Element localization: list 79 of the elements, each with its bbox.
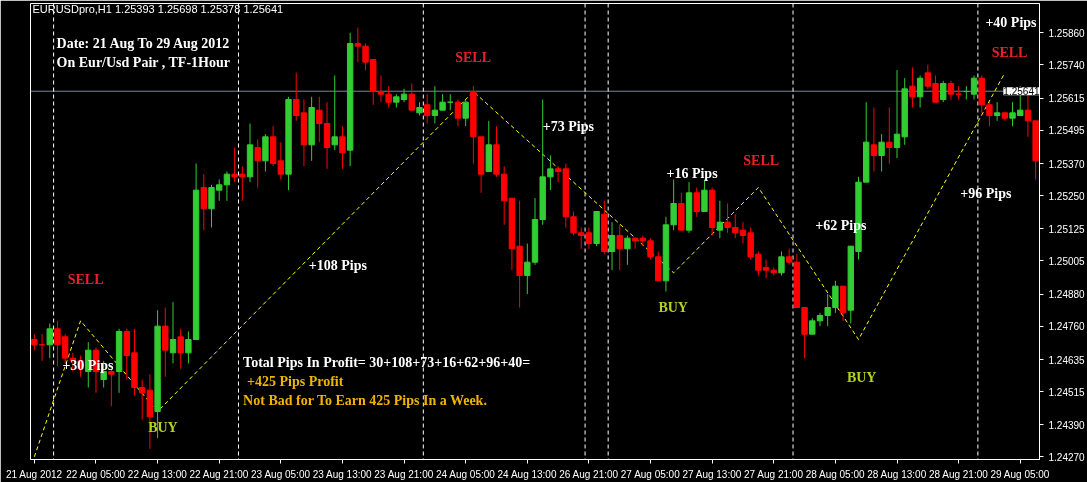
candlestick [624,235,631,266]
x-tick-label: 28 Aug 05:00 [805,468,866,480]
annotation: SELL [67,272,104,288]
y-tick-label: 1.24760 [1048,321,1086,333]
y-tick-label: 1.25740 [1048,59,1086,71]
candlestick [878,133,885,172]
candlestick [46,323,53,359]
candlestick [916,75,924,108]
x-tick-label: 27 Aug 05:00 [620,468,681,480]
candlestick [701,179,708,212]
chart-title: EURUSDpro,H1 1.25393 1.25698 1.25378 1.25641 [32,3,284,16]
y-tick-label: 1.25495 [1048,125,1086,137]
candlestick [716,200,724,239]
y-tick-label: 1.25370 [1048,158,1086,170]
annotation: Not Bad for To Earn 425 Pips In a Week. [243,392,487,408]
y-tick-label: 1.25125 [1048,223,1086,235]
candlestick [169,301,177,364]
x-tick-label: 22 Aug 13:00 [127,468,188,480]
x-tick-label: 23 Aug 13:00 [312,468,373,480]
y-tick-label: 1.25250 [1048,190,1086,202]
y-tick-label: 1.24635 [1048,354,1086,366]
candlestick [993,101,1001,122]
x-tick-label: 27 Aug 21:00 [744,468,804,480]
x-tick-label: 24 Aug 05:00 [435,468,496,480]
candlestick [162,307,169,378]
y-tick-label: 1.24390 [1048,419,1086,431]
y-tick-label: 1.24880 [1048,289,1086,301]
annotation: +108 Pips [308,257,368,273]
y-tick-label: 1.25005 [1048,255,1086,267]
x-tick-label: 23 Aug 21:00 [374,468,434,480]
candlestick [886,107,893,164]
annotation: SELL [455,50,492,66]
candlestick [462,99,469,127]
annotation: BUY [658,300,688,315]
candlestick [454,99,462,127]
x-tick-label: 22 Aug 05:00 [66,468,126,480]
candlestick [423,93,431,124]
candlestick [693,187,700,218]
candlestick [262,133,269,172]
candlestick [909,67,916,108]
annotation: BUY [846,370,877,386]
annotation: +73 Pips [542,119,595,135]
y-tick-label: 1.24515 [1048,386,1086,398]
annotation: +96 Pips [960,186,1012,202]
candlestick [608,221,616,271]
annotation: +16 Pips [666,165,719,181]
x-tick-label: 27 Aug 13:00 [682,468,742,480]
candlestick [947,80,955,100]
x-tick-label: 23 Aug 05:00 [251,468,311,480]
candlestick [431,85,439,124]
candlestick [408,83,415,111]
candlestick [778,251,785,276]
candlestick [339,125,346,170]
annotation: SELL [743,152,780,168]
candlestick [616,224,623,271]
annotation: Total Pips In Profit= 30+108+73+16+62+96+40= [243,355,531,371]
candlestick [177,328,184,370]
x-tick-label: 29 Aug 05:00 [990,468,1050,480]
y-tick-label: 1.24270 [1048,451,1086,463]
x-tick-label: 21 Aug 2012 [5,468,63,480]
annotation: On Eur/Usd Pair , TF-1Hour [56,55,230,71]
candlestick [970,75,978,100]
candlestick [331,75,338,151]
x-tick-label: 22 Aug 21:00 [189,468,249,480]
candlestick [870,107,878,172]
candlestick [940,80,947,103]
candlestick [200,173,207,231]
annotation: SELL [991,45,1028,61]
x-tick-label: 28 Aug 21:00 [928,468,989,480]
annotation: +40 Pips [985,14,1038,30]
ref-line-label: 1.25641 [1003,86,1040,98]
x-tick-label: 26 Aug 21:00 [559,468,619,480]
annotation: +425 Pips Profit [246,374,344,390]
y-tick-label: 1.25860 [1048,27,1086,39]
annotation: Date: 21 Aug To 29 Aug 2012 [56,36,230,52]
x-tick-label: 28 Aug 13:00 [867,468,927,480]
y-tick-label: 1.25615 [1048,93,1086,105]
candlestick [254,139,261,188]
x-tick-label: 24 Aug 13:00 [497,468,557,480]
